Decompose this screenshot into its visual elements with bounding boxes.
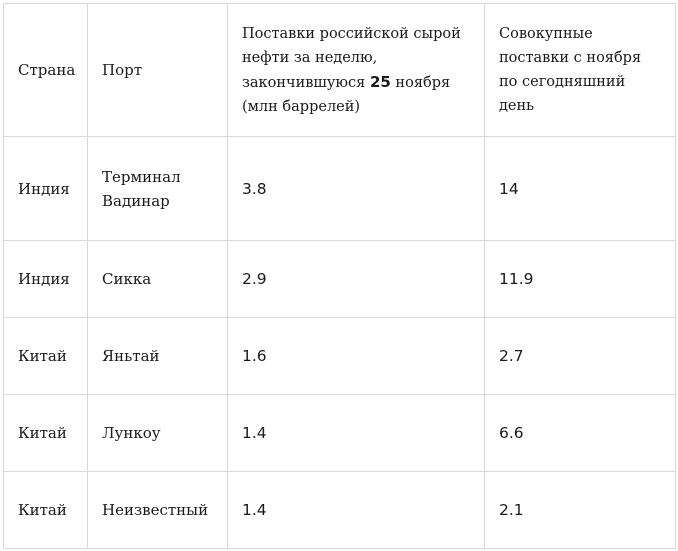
table-row: Китай Неизвестный 1.4 2.1 [3,471,676,549]
header-port: Порт [87,3,228,137]
cell-port: Терминал Вадинар [87,136,228,241]
cell-weekly: 2.9 [227,240,485,318]
table-row: Китай Яньтай 1.6 2.7 [3,317,676,395]
header-country: Страна [3,3,88,137]
cell-weekly: 1.4 [227,471,485,549]
cell-cumulative: 6.6 [484,394,676,472]
cell-country: Китай [3,317,88,395]
header-weekly-date: 25 [369,72,391,91]
cell-port: Яньтай [87,317,228,395]
table-row: Индия Терминал Вадинар 3.8 14 [3,136,676,241]
table-header-row: Страна Порт Поставки российской сырой не… [3,3,676,137]
header-weekly-suffix: ноября (млн баррелей) [242,74,451,115]
table-row: Индия Сикка 2.9 11.9 [3,240,676,318]
cell-port: Сикка [87,240,228,318]
shipments-table: Страна Порт Поставки российской сырой не… [3,3,676,549]
header-cumulative-shipments: Совокупные поставки с ноября по сегодняш… [484,3,676,137]
cell-country: Индия [3,136,88,241]
cell-country: Китай [3,471,88,549]
cell-weekly: 1.6 [227,317,485,395]
cell-port: Лункоу [87,394,228,472]
cell-cumulative: 11.9 [484,240,676,318]
table-row: Китай Лункоу 1.4 6.6 [3,394,676,472]
cell-country: Китай [3,394,88,472]
cell-country: Индия [3,240,88,318]
header-weekly-shipments: Поставки российской сырой нефти за недел… [227,3,485,137]
cell-cumulative: 14 [484,136,676,241]
cell-weekly: 1.4 [227,394,485,472]
cell-port: Неизвестный [87,471,228,549]
cell-cumulative: 2.7 [484,317,676,395]
shipments-table-container: Страна Порт Поставки российской сырой не… [3,3,676,549]
header-weekly-prefix: Поставки российской сырой нефти за недел… [242,25,461,91]
cell-weekly: 3.8 [227,136,485,241]
cell-cumulative: 2.1 [484,471,676,549]
